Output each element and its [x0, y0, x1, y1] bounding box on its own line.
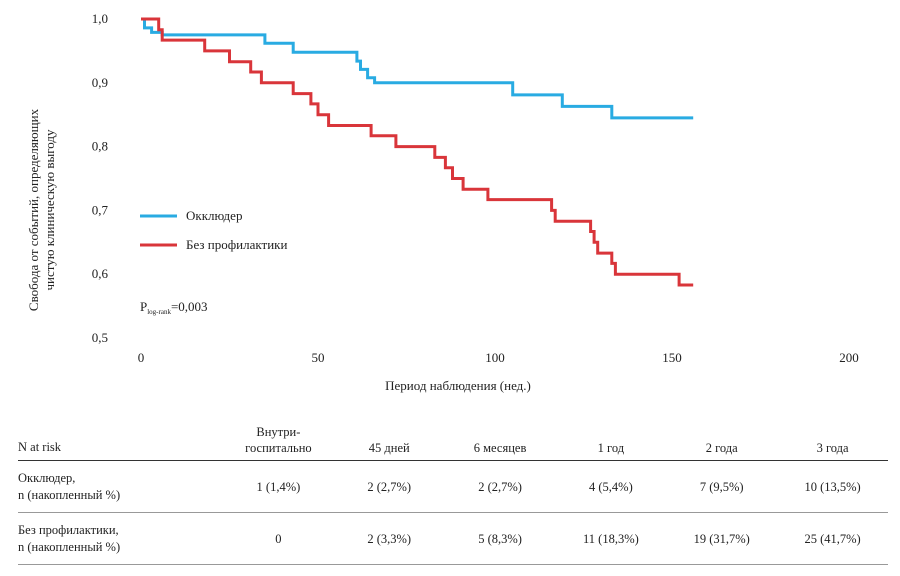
- risk-row-no-prophylaxis: Без профилактики, n (накопленный %) 0 2 (…: [18, 513, 888, 565]
- p-value-prefix: P: [140, 299, 147, 314]
- risk-row-label: Окклюдер, n (накопленный %): [18, 461, 223, 513]
- risk-col-header-line2: 45 дней: [368, 441, 410, 455]
- risk-col-header: 1 год: [555, 416, 666, 461]
- survival-curves: [141, 17, 694, 287]
- risk-cell: 11 (18,3%): [583, 531, 639, 546]
- y-axis-ticks: 1,0 0,9 0,8 0,7 0,6 0,5: [92, 11, 109, 345]
- y-axis-title-line1: Свобода от событий, определяющих: [26, 108, 41, 311]
- risk-row-label-line2: n (накопленный %): [18, 487, 121, 502]
- p-value-subscript: log-rank: [147, 308, 171, 316]
- risk-row-label: Без профилактики, n (накопленный %): [18, 513, 223, 565]
- risk-cell: 25 (41,7%): [804, 531, 861, 546]
- risk-col-header-line2: 3 года: [816, 441, 849, 455]
- risk-cell: 5 (8,3%): [478, 531, 522, 546]
- risk-col-header: 2 года: [666, 416, 777, 461]
- risk-row-label-line1: Окклюдер,: [18, 470, 76, 485]
- risk-cell: 1 (1,4%): [256, 479, 301, 494]
- y-tick-label: 0,7: [92, 202, 109, 217]
- legend-label-no-prophylaxis: Без профилактики: [186, 237, 287, 252]
- x-axis-title: Период наблюдения (нед.): [385, 378, 531, 393]
- risk-row-label-line2: n (накопленный %): [18, 539, 121, 554]
- x-tick-label: 0: [138, 350, 145, 365]
- y-tick-label: 0,8: [92, 139, 108, 154]
- y-tick-label: 0,9: [92, 75, 108, 90]
- risk-cell: 4 (5,4%): [589, 479, 633, 494]
- risk-col-header: Внутри-госпитально: [223, 416, 334, 461]
- y-tick-label: 0,6: [92, 266, 109, 281]
- y-axis-title-line2: чистую клиническую выгоду: [42, 129, 57, 291]
- risk-col-header-line2: госпитально: [245, 441, 312, 455]
- survival-chart: Свобода от событий, определяющих чистую …: [26, 11, 859, 393]
- risk-cell: 2 (2,7%): [367, 479, 412, 494]
- risk-cell: 2 (2,7%): [478, 479, 522, 494]
- y-tick-label: 0,5: [92, 330, 108, 345]
- legend-label-occluder: Окклюдер: [186, 208, 242, 223]
- risk-col-header-line2: 6 месяцев: [473, 441, 527, 455]
- risk-cell: 0: [275, 531, 282, 546]
- risk-table-header-row: N at risk Внутри-госпитально 45 дней 6 м…: [18, 416, 888, 461]
- x-tick-label: 200: [839, 350, 859, 365]
- curve-no-prophylaxis: [141, 17, 694, 287]
- number-at-risk-table: N at risk Внутри-госпитально 45 дней 6 м…: [18, 416, 888, 565]
- x-axis-ticks: 0 50 100 150 200: [138, 350, 859, 365]
- risk-row-occluder: Окклюдер, n (накопленный %) 1 (1,4%) 2 (2…: [18, 461, 888, 513]
- curve-occluder: [141, 17, 694, 120]
- risk-col-header-line2: 2 года: [705, 441, 738, 455]
- p-value-annotation: Plog-rank=0,003: [140, 299, 208, 316]
- x-tick-label: 100: [485, 350, 505, 365]
- risk-cell: 7 (9,5%): [699, 479, 744, 494]
- risk-table-header-label: N at risk: [18, 440, 62, 454]
- x-tick-label: 150: [662, 350, 682, 365]
- p-value-value: =0,003: [171, 299, 208, 314]
- risk-cell: 2 (3,3%): [367, 531, 412, 546]
- y-tick-label: 1,0: [92, 11, 108, 26]
- risk-col-header: 3 года: [777, 416, 888, 461]
- risk-cell: 19 (31,7%): [693, 531, 750, 546]
- legend: Окклюдер Без профилактики: [140, 208, 287, 252]
- y-axis-title: Свобода от событий, определяющих чистую …: [26, 108, 57, 311]
- risk-col-header: 6 месяцев: [445, 416, 556, 461]
- x-tick-label: 50: [312, 350, 325, 365]
- risk-col-header: 45 дней: [334, 416, 445, 461]
- risk-cell: 10 (13,5%): [804, 479, 861, 494]
- risk-col-header-line2: 1 год: [597, 441, 625, 455]
- risk-col-header-line1: Внутри-: [256, 425, 301, 439]
- risk-row-label-line1: Без профилактики,: [18, 522, 119, 537]
